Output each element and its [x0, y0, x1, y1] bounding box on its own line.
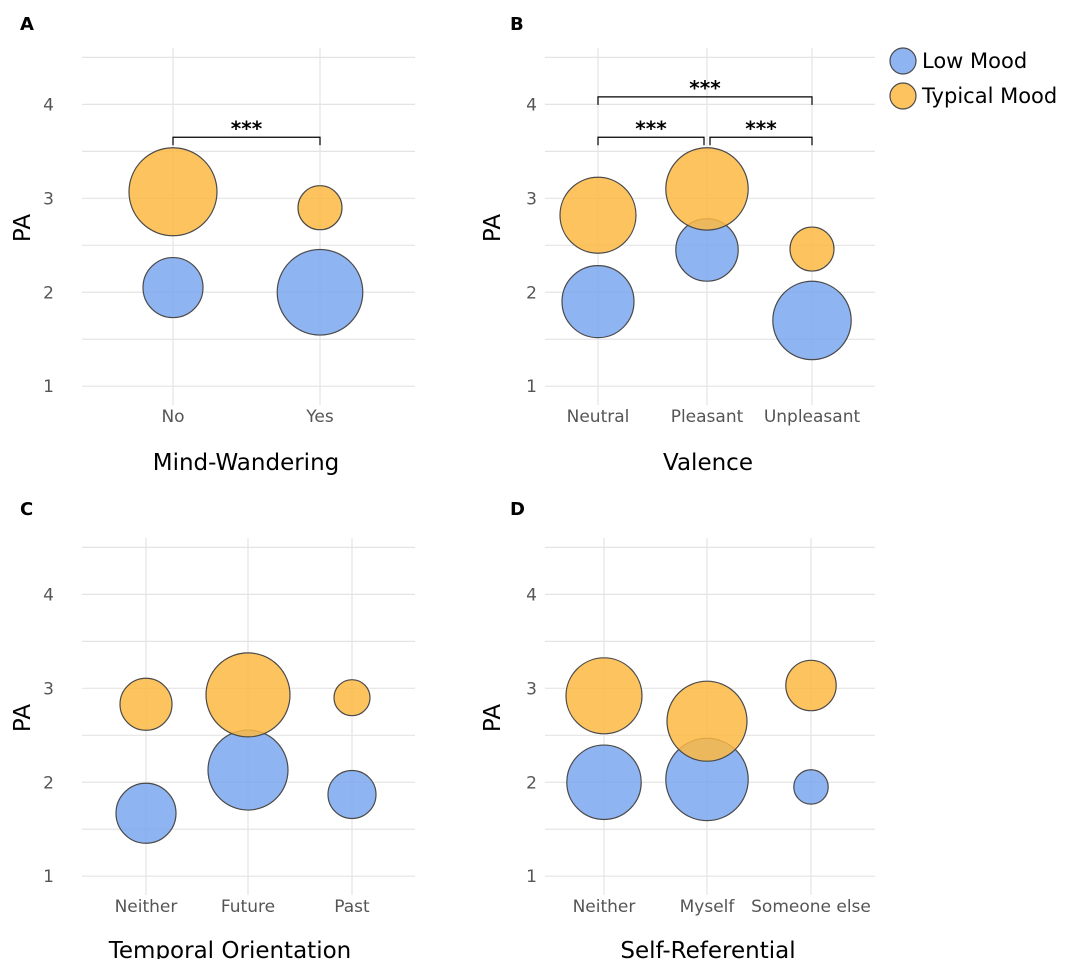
ytick-label-a-4: 4: [43, 95, 54, 115]
ytick-label-b-3: 3: [526, 189, 537, 209]
panel-letter-c: C: [20, 499, 33, 520]
legend-label-low-mood: Low Mood: [922, 49, 1027, 73]
bubble-a-typical-mood-no: [128, 147, 218, 237]
xtick-label-c-future: Future: [221, 897, 275, 917]
ytick-label-c-2: 2: [43, 773, 54, 793]
y-axis-title-c: PA: [10, 704, 36, 732]
legend: Low Mood Typical Mood: [889, 47, 1057, 110]
xtick-label-c-past: Past: [334, 897, 370, 917]
bubble-c-typical-mood-future: [205, 652, 291, 738]
x-axis-title-b: Valence: [663, 450, 753, 476]
ytick-label-d-3: 3: [526, 679, 537, 699]
xtick-label-a-yes: Yes: [305, 407, 334, 427]
significance-label-b-1: ***: [635, 116, 667, 140]
bubble-d-low-mood-someone-else: [793, 769, 829, 805]
panel-letter-b: B: [510, 14, 524, 35]
significance-label-b-2: ***: [745, 116, 777, 140]
panel-b: 1 2 3 4 Neutral Pleasant Unpleasant Valence PA B *…: [480, 14, 875, 476]
legend-label-typical-mood: Typical Mood: [921, 84, 1057, 108]
significance-bracket-b-0: [597, 96, 813, 105]
bubble-c-typical-mood-past: [333, 679, 371, 717]
ytick-label-c-4: 4: [43, 585, 54, 605]
y-axis-title-b: PA: [480, 214, 506, 242]
panel-d: 1 2 3 4 Neither Myself Someone else Self-Refere…: [480, 499, 875, 959]
ytick-label-d-4: 4: [526, 585, 537, 605]
bubble-b-low-mood-neutral: [561, 265, 635, 339]
significance-label-b-0: ***: [689, 76, 721, 100]
bubble-a-low-mood-yes: [276, 248, 364, 336]
bubble-b-low-mood-unpleasant: [772, 280, 852, 361]
bubble-d-typical-mood-myself: [666, 680, 748, 762]
bubble-d-typical-mood-neither: [565, 657, 643, 735]
xtick-label-c-neither: Neither: [115, 897, 178, 917]
legend-swatch-low-mood: [889, 47, 917, 75]
bubble-a-typical-mood-yes: [297, 185, 343, 231]
bubble-a-low-mood-no: [142, 256, 204, 319]
bubble-b-typical-mood-unpleasant: [789, 226, 835, 272]
significance-label-a-0: ***: [231, 116, 263, 140]
ytick-label-c-3: 3: [43, 679, 54, 699]
bubble-b-typical-mood-neutral: [559, 176, 637, 254]
panel-a: 1 2 3 4 No Yes Mind-Wandering PA A ***: [10, 14, 415, 476]
xtick-label-d-neither: Neither: [573, 897, 636, 917]
x-axis-title-c: Temporal Orientation: [108, 938, 351, 959]
xtick-label-b-neutral: Neutral: [567, 407, 630, 427]
ytick-label-b-4: 4: [526, 95, 537, 115]
bubble-b-typical-mood-pleasant: [665, 147, 749, 231]
x-axis-title-a: Mind-Wandering: [153, 450, 340, 476]
bubble-c-low-mood-future: [207, 729, 289, 811]
xtick-label-d-myself: Myself: [680, 897, 736, 917]
bubble-c-low-mood-past: [327, 769, 377, 820]
significance-bracket-b-2: [709, 136, 813, 146]
y-axis-title-d: PA: [480, 704, 506, 732]
y-axis-title-a: PA: [10, 214, 36, 242]
xtick-label-d-someone-else: Someone else: [751, 897, 871, 917]
ytick-label-d-1: 1: [526, 867, 537, 887]
panel-letter-d: D: [510, 499, 525, 520]
significance-bracket-a-0: [172, 136, 321, 146]
xtick-label-b-unpleasant: Unpleasant: [764, 407, 861, 427]
legend-swatch-typical-mood: [889, 82, 917, 110]
x-axis-title-d: Self-Referential: [620, 938, 795, 959]
ytick-label-b-2: 2: [526, 283, 537, 303]
ytick-label-b-1: 1: [526, 377, 537, 397]
ytick-label-a-3: 3: [43, 189, 54, 209]
ytick-label-a-1: 1: [43, 377, 54, 397]
xtick-label-b-pleasant: Pleasant: [671, 407, 744, 427]
ytick-label-c-1: 1: [43, 867, 54, 887]
bubble-d-low-mood-neither: [566, 744, 642, 821]
bubble-c-low-mood-neither: [115, 782, 177, 844]
ytick-label-d-2: 2: [526, 773, 537, 793]
significance-bracket-b-1: [597, 136, 705, 146]
ytick-label-a-2: 2: [43, 283, 54, 303]
xtick-label-a-no: No: [161, 407, 184, 427]
panel-letter-a: A: [20, 14, 34, 35]
bubble-d-typical-mood-someone-else: [785, 659, 837, 712]
panel-c: 1 2 3 4 Neither Future Past Temporal Orientatio…: [10, 499, 415, 959]
bubble-c-typical-mood-neither: [119, 677, 173, 731]
